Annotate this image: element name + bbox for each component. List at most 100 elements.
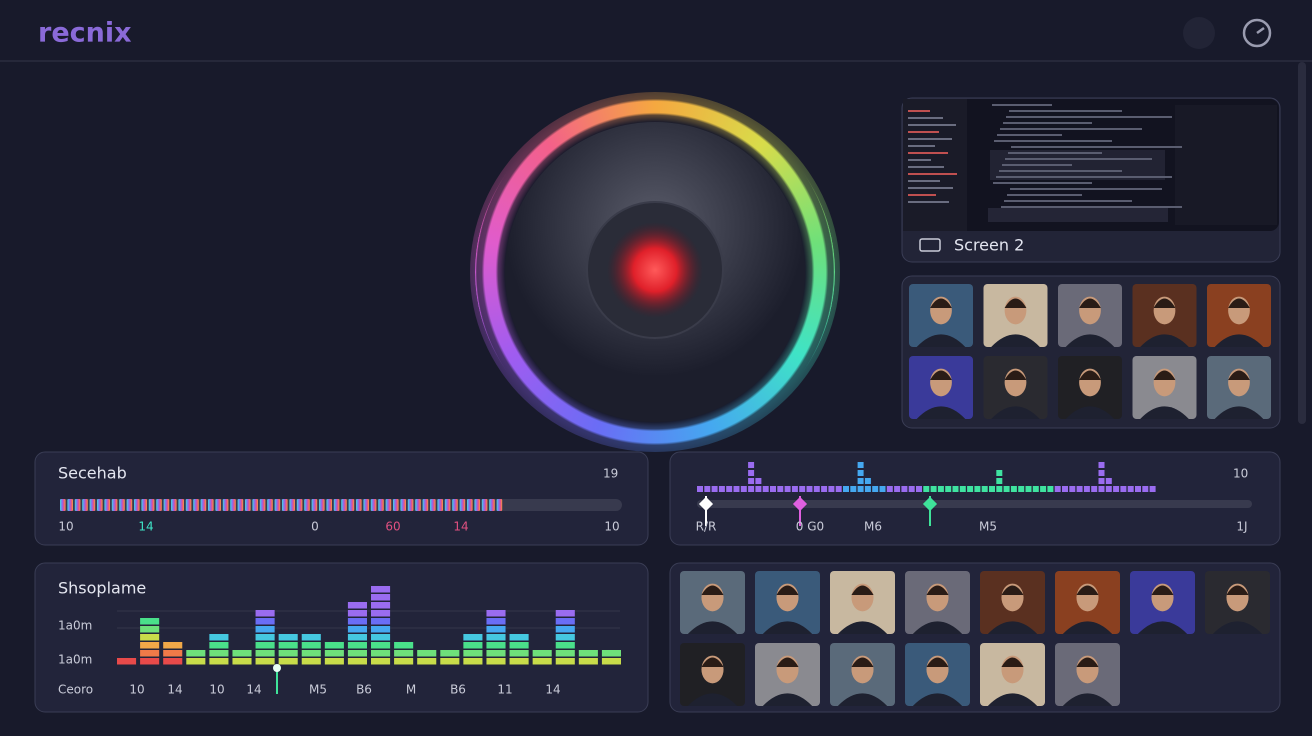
timeline-segment (1018, 486, 1025, 492)
level-block (347, 610, 367, 617)
timeline-marker-head[interactable] (922, 496, 938, 512)
meter-segment (452, 499, 458, 511)
meter-segment (333, 499, 340, 511)
timeline-marker-head[interactable] (698, 496, 714, 512)
timeline-segment (697, 486, 703, 492)
timeline-segment (864, 478, 871, 484)
code-line (1011, 146, 1182, 148)
timeline-segment (1076, 486, 1083, 492)
timeline-segment (770, 486, 776, 492)
timeline-segment (981, 486, 988, 492)
participant-tile[interactable] (755, 643, 820, 706)
level-block (509, 650, 529, 657)
code-line (994, 140, 1112, 142)
participant-tile[interactable] (1058, 284, 1122, 347)
timeline-segment (1025, 486, 1032, 492)
participant-tile[interactable] (983, 356, 1048, 419)
level-block (371, 634, 391, 641)
timeline-segment (1098, 486, 1105, 492)
level-block (555, 618, 575, 625)
sidebar-line (908, 145, 935, 147)
level-block (371, 642, 391, 649)
level-block (117, 658, 137, 665)
participant-tile[interactable] (680, 643, 745, 706)
participant-tile[interactable] (1132, 284, 1197, 347)
participant-tile[interactable] (1205, 571, 1270, 634)
participant-tile[interactable] (1130, 571, 1195, 634)
level-block (486, 642, 506, 649)
meter-segment (111, 499, 118, 511)
logo: recnix (38, 18, 132, 49)
level-block (371, 586, 391, 593)
code-line (1003, 122, 1092, 124)
participant-tile[interactable] (909, 356, 973, 419)
meter-segment (222, 499, 229, 511)
participant-tile[interactable] (909, 284, 973, 347)
tile-hair (926, 657, 949, 667)
meter-segment (200, 499, 207, 511)
participant-tile[interactable] (1132, 356, 1197, 419)
level-block (555, 650, 575, 657)
timeline-marker-head[interactable] (792, 496, 808, 512)
level-block (371, 626, 391, 633)
avatar-button[interactable] (1183, 17, 1215, 49)
participant-tile[interactable] (830, 571, 895, 634)
timeline-segment (857, 478, 864, 484)
participant-tile[interactable] (905, 643, 970, 706)
participant-tile[interactable] (980, 571, 1045, 634)
participant-tile[interactable] (980, 643, 1045, 706)
level-bar (209, 634, 229, 665)
levels-tick-label: M5 (309, 683, 327, 697)
tile-body (1065, 334, 1115, 347)
meter-tick-label: 14 (453, 520, 468, 534)
level-block (209, 658, 229, 665)
participant-tile[interactable] (680, 571, 745, 634)
participant-tile[interactable] (905, 571, 970, 634)
settings-icon (1256, 26, 1265, 35)
screen-card[interactable]: Screen 2 (901, 97, 1281, 263)
meter-tick-label: 60 (385, 520, 400, 534)
tile-hair (1001, 657, 1024, 667)
sidebar-line (908, 138, 952, 140)
timeline-segment (777, 486, 784, 492)
code-line (1009, 110, 1122, 112)
participant-tile[interactable] (983, 284, 1048, 347)
timeline-segment (1040, 486, 1047, 492)
timeline-segment (1047, 486, 1054, 492)
tile-body (687, 621, 738, 634)
level-block (555, 610, 575, 617)
timeline-track[interactable] (697, 500, 1252, 508)
scrollbar[interactable] (1298, 62, 1306, 424)
sidebar-line (908, 131, 939, 133)
timeline-segment (864, 486, 871, 492)
level-block (347, 658, 367, 665)
level-block (163, 650, 183, 657)
participant-tile[interactable] (830, 643, 895, 706)
level-bar (394, 642, 414, 665)
timeline-segment (1105, 478, 1112, 484)
level-bar (163, 642, 183, 665)
participant-tile[interactable] (1055, 643, 1120, 706)
timeline-segment (784, 486, 791, 492)
meter-segment (245, 499, 251, 511)
participant-tile[interactable] (1207, 284, 1271, 347)
level-block (347, 626, 367, 633)
timeline-segment (843, 486, 849, 492)
level-block (463, 642, 483, 649)
level-block (209, 634, 229, 641)
participant-tile[interactable] (1058, 356, 1122, 419)
tile-body (987, 693, 1038, 706)
participant-tile[interactable] (1055, 571, 1120, 634)
level-block (140, 618, 160, 625)
timeline-segment (799, 486, 806, 492)
sidebar-line (908, 124, 956, 126)
level-bar (440, 650, 460, 665)
levels-cursor-knob[interactable] (273, 664, 281, 672)
level-block (532, 650, 552, 657)
level-block (509, 642, 529, 649)
participant-tile[interactable] (755, 571, 820, 634)
timeline-segment (850, 486, 857, 492)
settings-button[interactable] (1242, 18, 1272, 48)
participant-tile[interactable] (1207, 356, 1271, 419)
level-block (255, 650, 275, 657)
